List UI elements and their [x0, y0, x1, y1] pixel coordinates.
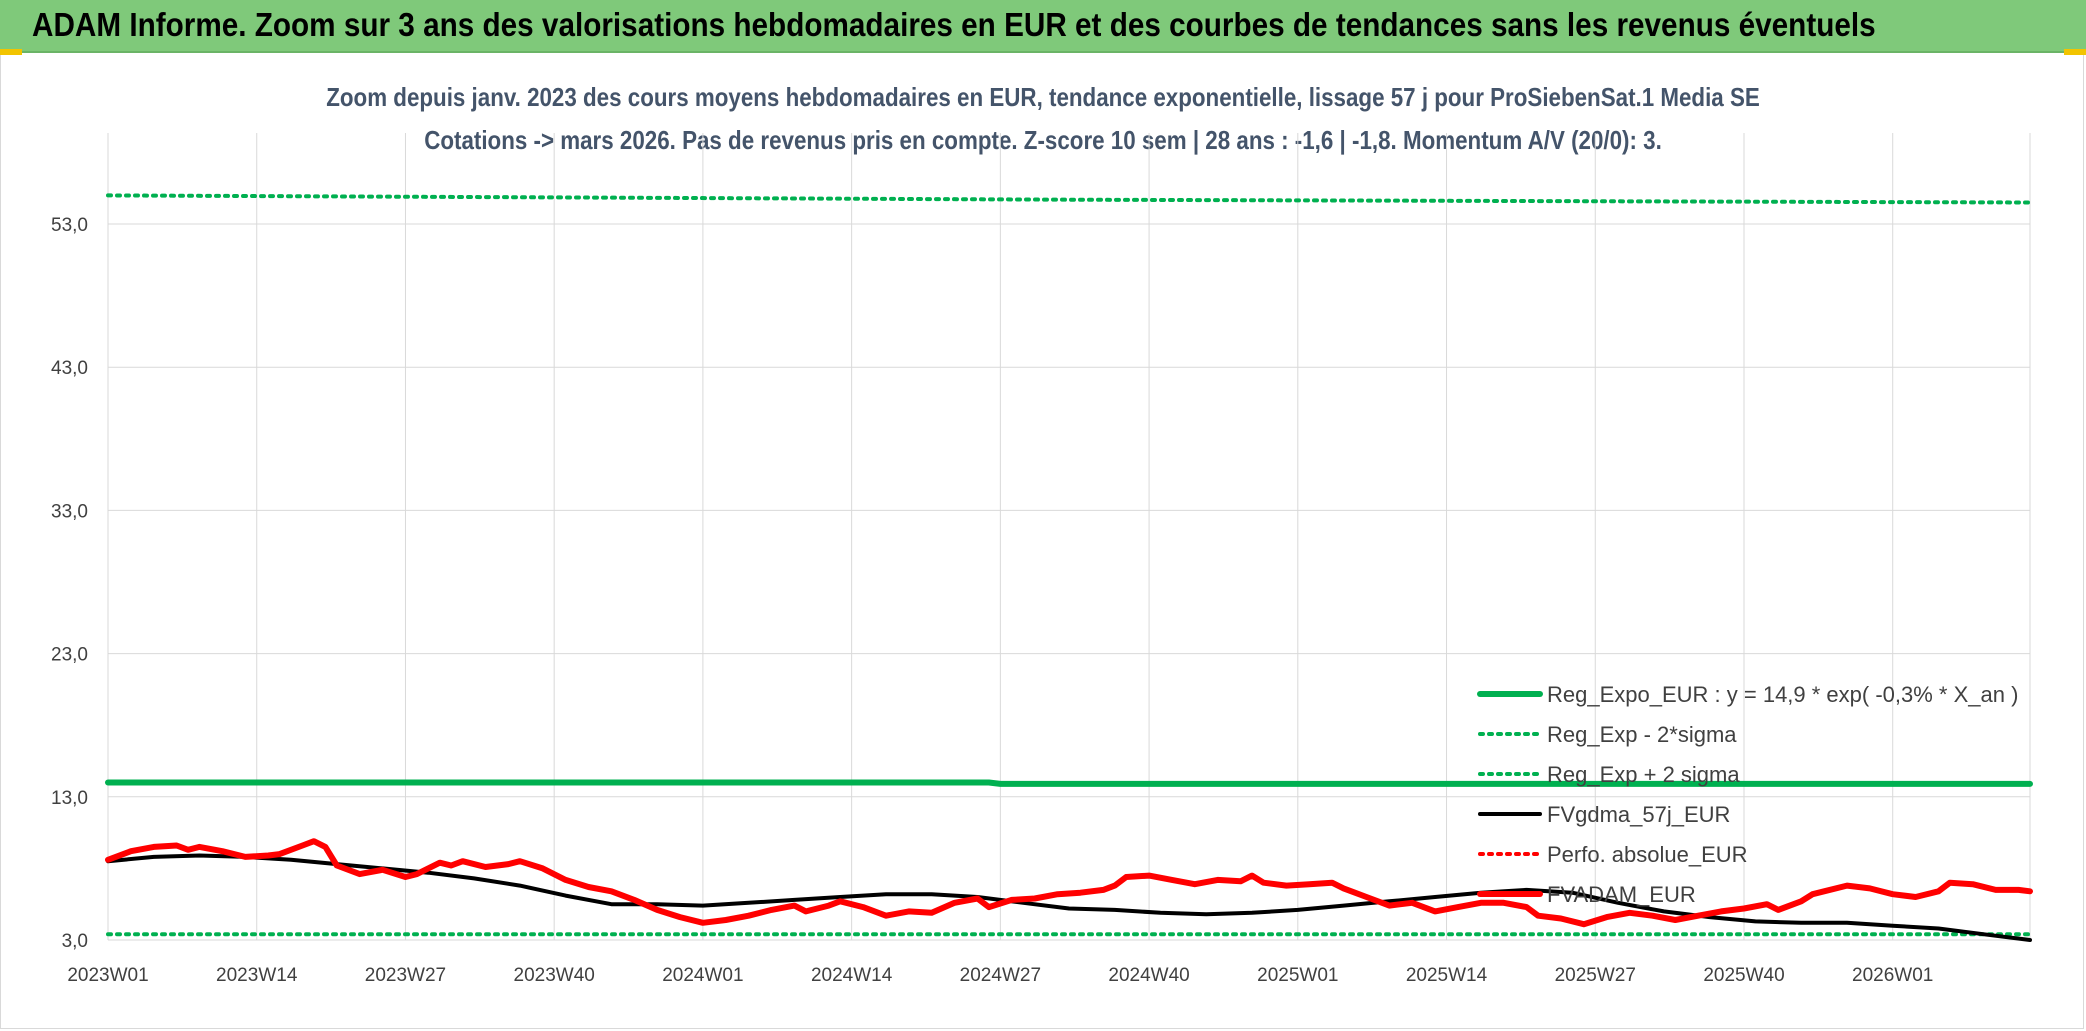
x-tick-label: 2025W40: [1703, 965, 1784, 986]
x-tick-label: 2023W27: [365, 965, 446, 986]
x-tick-label: 2025W14: [1406, 965, 1488, 986]
x-tick-label: 2025W01: [1257, 965, 1338, 986]
corner-accent-left: [0, 49, 22, 55]
series-line-3: [106, 853, 2032, 942]
x-tick-label: 2026W01: [1852, 965, 1933, 986]
series-line-2: [106, 193, 2032, 205]
x-tick-label: 2023W14: [216, 965, 298, 986]
series-line-0: [105, 779, 2033, 787]
grid: [107, 133, 2031, 941]
corner-accent-right: [2064, 49, 2086, 55]
x-tick-label: 2024W27: [960, 965, 1041, 986]
y-tick-label: 43,0: [51, 358, 88, 379]
legend-label-0: Reg_Expo_EUR : y = 14,9 * exp( -0,3% * X…: [1547, 682, 2018, 707]
report-title: ADAM Informe. Zoom sur 3 ans des valoris…: [32, 6, 1876, 43]
legend-label-2: Reg_Exp + 2 sigma: [1547, 762, 1740, 787]
y-tick-label: 3,0: [62, 931, 88, 952]
y-tick-label: 53,0: [51, 215, 88, 236]
x-tick-label: 2023W01: [67, 965, 148, 986]
x-tick-label: 2025W27: [1555, 965, 1636, 986]
y-tick-label: 33,0: [51, 501, 88, 522]
x-tick-label: 2023W40: [514, 965, 595, 986]
series-layer: [105, 193, 2033, 942]
y-axis-ticks: 3,0 13,0 23,0 33,0 43,0 53,0: [51, 215, 88, 952]
x-tick-label: 2024W14: [811, 965, 893, 986]
report-banner: ADAM Informe. Zoom sur 3 ans des valoris…: [0, 0, 2086, 53]
x-tick-label: 2024W01: [662, 965, 743, 986]
legend-label-4: Perfo. absolue_EUR: [1547, 842, 1748, 867]
legend-label-3: FVgdma_57j_EUR: [1547, 802, 1730, 827]
series-line-5: [105, 838, 2033, 928]
chart-subtitle: Cotations -> mars 2026. Pas de revenus p…: [424, 125, 1662, 155]
y-tick-label: 23,0: [51, 645, 88, 666]
legend-label-5: FVADAM_EUR: [1547, 882, 1696, 907]
x-tick-label: 2024W40: [1108, 965, 1189, 986]
legend: Reg_Expo_EUR : y = 14,9 * exp( -0,3% * X…: [1477, 682, 2018, 907]
x-axis-ticks: 2023W01 2023W14 2023W27 2023W40 2024W01 2024W…: [67, 965, 1933, 986]
y-tick-label: 13,0: [51, 788, 88, 809]
chart-title: Zoom depuis janv. 2023 des cours moyens …: [326, 82, 1760, 112]
legend-label-1: Reg_Exp - 2*sigma: [1547, 722, 1737, 747]
